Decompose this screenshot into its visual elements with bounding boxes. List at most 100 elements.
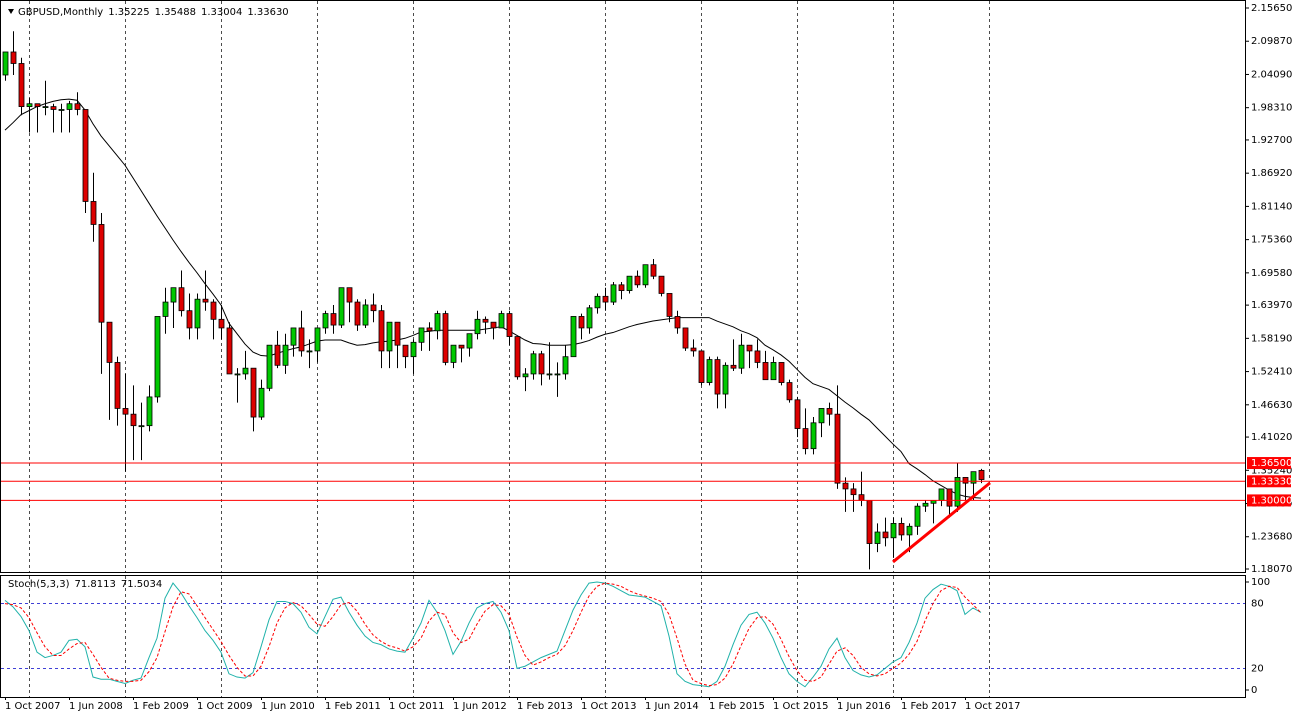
candle-body (634, 275, 641, 286)
candle-body (162, 301, 169, 317)
x-tick-label: 1 Feb 2011 (325, 701, 381, 712)
stoch-tick-label: 20 (1251, 663, 1264, 674)
candle-body (874, 531, 881, 544)
y-tick-label: 1.46630 (1251, 400, 1292, 411)
candle-body (466, 333, 473, 349)
level-label-box (1247, 457, 1291, 470)
x-tick-label: 1 Jun 2014 (645, 701, 699, 712)
main-header: GBPUSD,Monthly 1.35225 1.35488 1.33004 1.336… (18, 7, 289, 18)
candle-body (226, 327, 233, 375)
candle-body (434, 313, 441, 332)
candle-body (658, 275, 665, 294)
y-tick-label: 1.63970 (1251, 300, 1292, 311)
candle-body (202, 298, 209, 303)
candle-body (762, 362, 769, 381)
candle-body (82, 109, 89, 202)
candle-body (602, 295, 609, 303)
x-tick-label: 1 Feb 2009 (133, 701, 189, 712)
candle-body (106, 321, 113, 363)
candle-body (738, 344, 745, 369)
candle-body (722, 364, 729, 395)
candle-body (666, 293, 673, 317)
x-tick-label: 1 Oct 2015 (773, 701, 828, 712)
y-tick-label: 1.81140 (1251, 201, 1292, 212)
candle-body (546, 373, 553, 376)
candle-body (554, 373, 561, 376)
symbol-title: GBPUSD,Monthly (18, 7, 103, 18)
stoch-tick-label: 80 (1251, 599, 1264, 610)
level-label: 1.33330 (1251, 476, 1292, 487)
candle-body (730, 364, 737, 369)
candle-body (714, 359, 721, 395)
candle-body (354, 301, 361, 326)
candle-body (690, 347, 697, 352)
candle-body (26, 103, 33, 107)
trend-line (892, 481, 991, 564)
header-value: 1.33004 (201, 7, 242, 18)
candle-body (650, 264, 657, 277)
x-tick-label: 1 Jun 2012 (453, 701, 507, 712)
candle-body (74, 103, 81, 110)
candle-body (130, 413, 137, 427)
candle-body (402, 344, 409, 358)
candle-body (922, 502, 929, 507)
header-value: 1.35225 (108, 7, 149, 18)
candle-body (538, 353, 545, 375)
candle-body (962, 477, 969, 484)
candle-body (898, 523, 905, 536)
x-tick-label: 1 Feb 2015 (709, 701, 765, 712)
collapse-icon (8, 9, 14, 14)
candle-body (618, 284, 625, 291)
level-label-box (1247, 475, 1291, 488)
candle-body (50, 106, 57, 110)
candle-body (170, 287, 177, 303)
x-tick-label: 1 Oct 2009 (197, 701, 252, 712)
candle-body (330, 313, 337, 326)
y-tick-label: 1.69580 (1251, 268, 1292, 279)
y-tick-label: 1.86920 (1251, 168, 1292, 179)
candle-body (218, 318, 225, 329)
candle-body (938, 488, 945, 501)
candle-body (2, 51, 9, 76)
candle-body (418, 327, 425, 343)
candle-body (426, 327, 433, 332)
candle-body (66, 103, 73, 110)
candle-body (834, 413, 841, 484)
candle-body (522, 373, 529, 378)
candle-body (450, 344, 457, 363)
header-value: 71.5034 (121, 579, 162, 590)
candle-body (562, 356, 569, 375)
candle-body (194, 298, 201, 329)
x-tick-label: 1 Feb 2017 (901, 701, 957, 712)
level-label: 1.30000 (1251, 495, 1292, 506)
stoch-line (4, 581, 982, 688)
y-tick-label: 1.35240 (1251, 465, 1292, 476)
candle-body (954, 477, 961, 507)
candle-body (34, 103, 41, 107)
candle-body (290, 327, 297, 346)
candle-body (138, 425, 145, 428)
candle-body (570, 316, 577, 358)
x-tick-label: 1 Oct 2013 (581, 701, 636, 712)
y-tick-label: 1.18070 (1251, 564, 1292, 575)
candle-body (474, 318, 481, 335)
candle-body (698, 350, 705, 383)
candle-body (306, 350, 313, 353)
candle-body (90, 201, 97, 225)
y-tick-label: 2.04090 (1251, 69, 1292, 80)
candle-body (594, 295, 601, 309)
candle-body (394, 321, 401, 346)
candle-body (946, 488, 953, 507)
candle-body (802, 428, 809, 450)
candle-body (586, 307, 593, 329)
stoch-header: Stoch(5,3,3) 71.8113 71.5034 (8, 579, 162, 590)
candle-body (778, 362, 785, 383)
candle-body (122, 408, 129, 415)
candle-body (346, 287, 353, 303)
y-tick-label: 1.58190 (1251, 333, 1292, 344)
candle-body (754, 350, 761, 363)
candle-body (826, 408, 833, 415)
candle-body (282, 344, 289, 366)
candle-body (842, 482, 849, 490)
